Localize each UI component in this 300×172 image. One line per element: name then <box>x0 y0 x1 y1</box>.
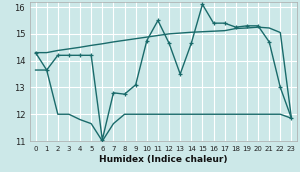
X-axis label: Humidex (Indice chaleur): Humidex (Indice chaleur) <box>99 155 228 164</box>
